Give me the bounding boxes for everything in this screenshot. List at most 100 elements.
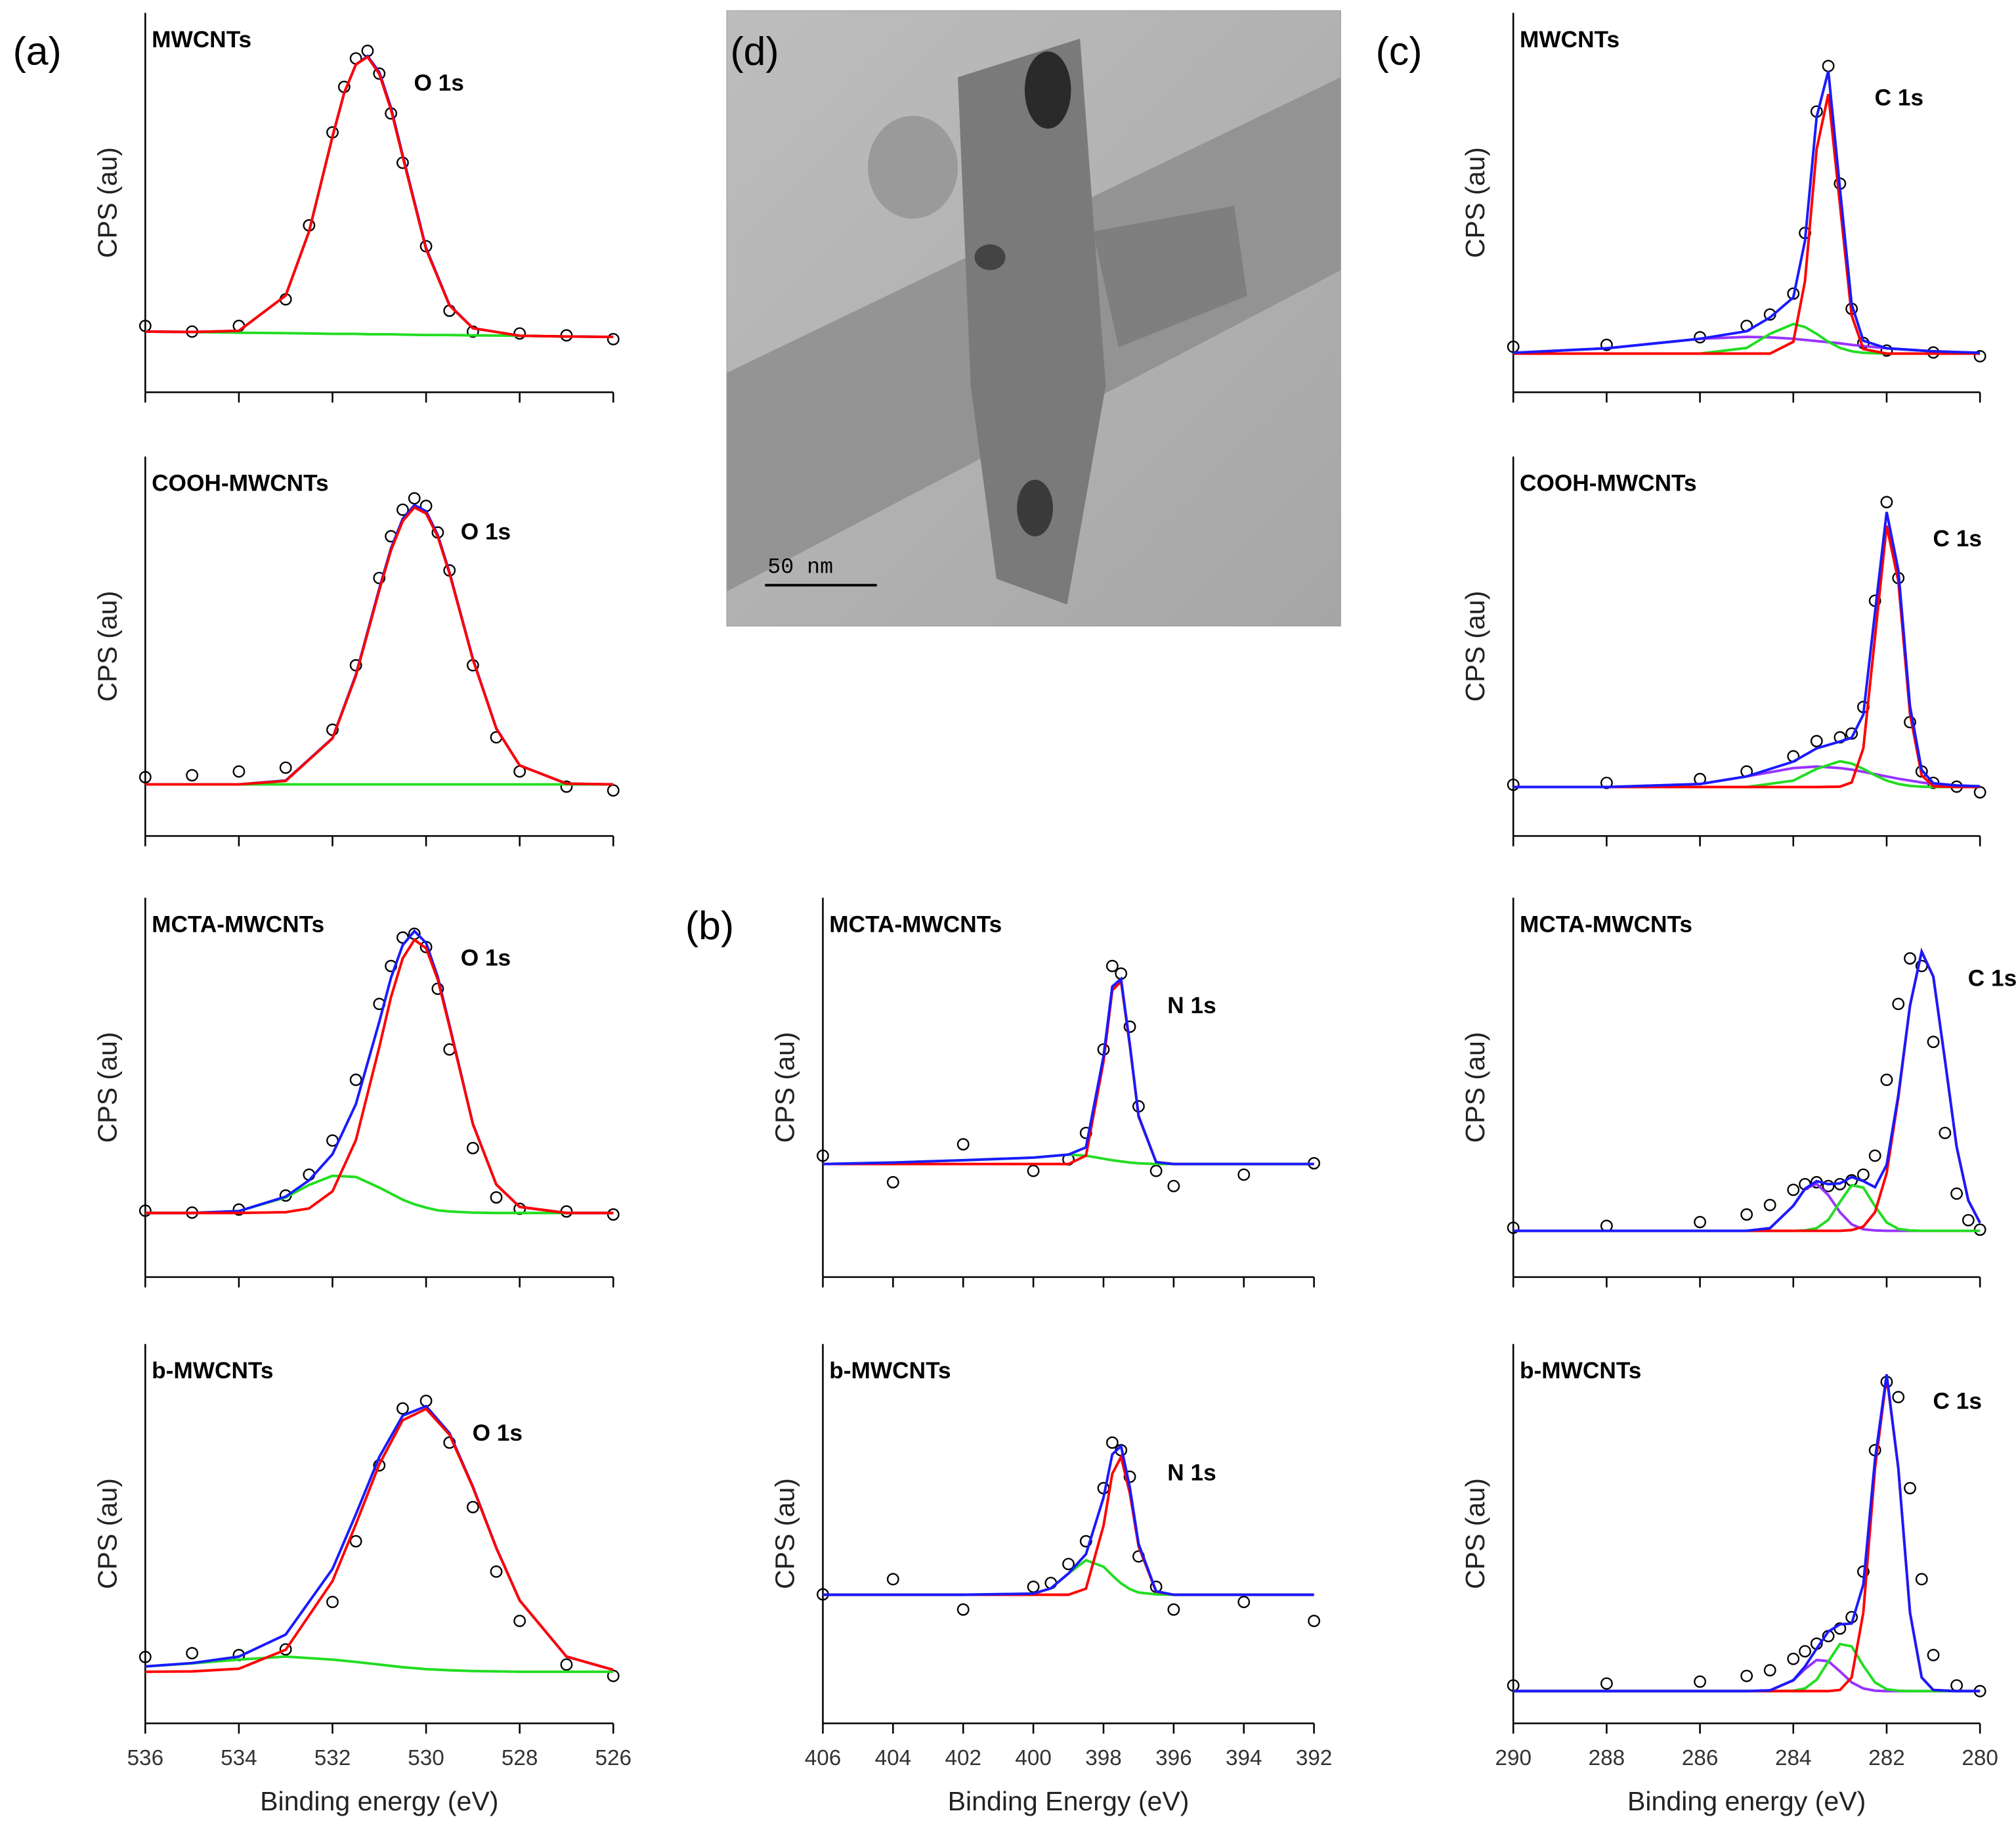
- data-point: [373, 571, 386, 584]
- data-point: [1799, 1645, 1811, 1658]
- peak-label: N 1s: [1167, 1460, 1216, 1486]
- data-point: [1810, 735, 1823, 748]
- data-point: [607, 1208, 620, 1221]
- data-point: [139, 1204, 152, 1217]
- data-point: [1892, 997, 1905, 1011]
- data-point: [139, 771, 152, 783]
- fit-line: [1513, 336, 1981, 355]
- fit-line: [145, 506, 614, 786]
- y-axis-label: CPS (au): [769, 1478, 800, 1589]
- data-point: [232, 765, 246, 778]
- fit-line: [1513, 1183, 1981, 1233]
- x-tick-label: 394: [1226, 1746, 1262, 1770]
- data-point: [1079, 1535, 1092, 1548]
- x-tick-label: 534: [221, 1746, 257, 1770]
- x-tick-label: 392: [1296, 1746, 1333, 1770]
- data-point: [1105, 959, 1119, 972]
- y-axis-label: CPS (au): [1460, 591, 1490, 702]
- data-point: [1694, 1215, 1706, 1229]
- data-point: [1822, 1179, 1835, 1192]
- data-point: [466, 325, 479, 338]
- data-point: [1740, 1669, 1753, 1682]
- fit-line: [145, 1407, 614, 1673]
- y-axis-label: CPS (au): [92, 1478, 122, 1589]
- panel-label: (d): [730, 28, 779, 73]
- data-point: [1167, 1603, 1180, 1616]
- y-axis-label: CPS (au): [92, 591, 122, 702]
- x-tick-label: 532: [314, 1746, 351, 1770]
- y-axis-label: CPS (au): [769, 1032, 800, 1143]
- y-axis-label: CPS (au): [92, 147, 122, 258]
- x-tick-label: 288: [1589, 1746, 1625, 1770]
- data-point: [817, 1149, 829, 1162]
- x-axis-label: Binding energy (eV): [260, 1786, 498, 1816]
- fit-line: [823, 1443, 1314, 1596]
- peak-label: O 1s: [461, 519, 511, 545]
- data-point: [139, 1650, 152, 1663]
- fit-line: [145, 55, 614, 339]
- fit-line: [145, 1655, 614, 1673]
- data-point: [490, 1191, 503, 1204]
- data-point: [607, 333, 620, 345]
- x-tick-label: 402: [945, 1746, 981, 1770]
- x-tick-label: 526: [595, 1746, 632, 1770]
- data-point: [373, 67, 386, 80]
- data-point: [1962, 1213, 1975, 1227]
- peak-label: O 1s: [414, 70, 463, 96]
- data-point: [1950, 1679, 1963, 1692]
- fit-line: [1513, 1658, 1981, 1693]
- x-axis-label: Binding energy (eV): [1627, 1786, 1866, 1816]
- x-tick-label: 280: [1962, 1746, 1998, 1770]
- data-point: [408, 492, 421, 505]
- sample-label: MCTA-MWCNTs: [1520, 912, 1692, 938]
- data-point: [1973, 350, 1986, 362]
- peak-label: C 1s: [1933, 1388, 1981, 1414]
- sample-label: b-MWCNTs: [829, 1358, 951, 1384]
- data-point: [1027, 1164, 1040, 1177]
- data-point: [1123, 1020, 1136, 1033]
- y-axis-label: CPS (au): [92, 1032, 122, 1143]
- panel-label: (a): [13, 28, 62, 73]
- fit-line: [145, 503, 614, 786]
- data-point: [1880, 1074, 1893, 1086]
- sample-label: MWCNTs: [1520, 27, 1619, 53]
- data-point: [349, 1074, 362, 1086]
- panel-label: (b): [685, 903, 734, 948]
- fit-line: [1513, 948, 1981, 1233]
- data-point: [279, 761, 292, 774]
- fit-line: [1513, 70, 1981, 355]
- data-point: [1973, 786, 1986, 799]
- fit-line: [1513, 1376, 1981, 1693]
- scale-bar-label: 50 nm: [767, 555, 833, 580]
- peak-label: N 1s: [1167, 993, 1216, 1018]
- y-axis-label: CPS (au): [1460, 1478, 1490, 1589]
- sample-label: COOH-MWCNTs: [1520, 471, 1697, 496]
- data-point: [1062, 1558, 1075, 1571]
- data-point: [1105, 1436, 1119, 1449]
- fit-line: [1513, 512, 1981, 789]
- data-point: [1763, 1664, 1776, 1677]
- fit-line: [823, 978, 1314, 1166]
- data-point: [607, 784, 620, 797]
- data-point: [466, 1142, 479, 1154]
- x-tick-label: 536: [127, 1746, 164, 1770]
- fit-line: [1513, 1642, 1981, 1693]
- peak-label: C 1s: [1875, 85, 1923, 110]
- peak-label: O 1s: [461, 945, 511, 971]
- x-tick-label: 530: [408, 1746, 444, 1770]
- fit-line: [1513, 1182, 1981, 1233]
- data-point: [1904, 952, 1916, 965]
- peak-label: O 1s: [473, 1420, 523, 1446]
- data-point: [1939, 1126, 1952, 1139]
- fit-line: [1513, 1374, 1981, 1693]
- data-point: [279, 1643, 292, 1656]
- data-point: [1027, 1581, 1040, 1593]
- data-point: [1600, 1677, 1613, 1690]
- fit-line: [1513, 948, 1981, 1233]
- sample-label: b-MWCNTs: [1520, 1358, 1641, 1384]
- sample-label: MWCNTs: [152, 27, 251, 53]
- data-point: [1822, 60, 1835, 72]
- data-point: [1915, 1573, 1928, 1586]
- data-point: [1927, 1036, 1940, 1049]
